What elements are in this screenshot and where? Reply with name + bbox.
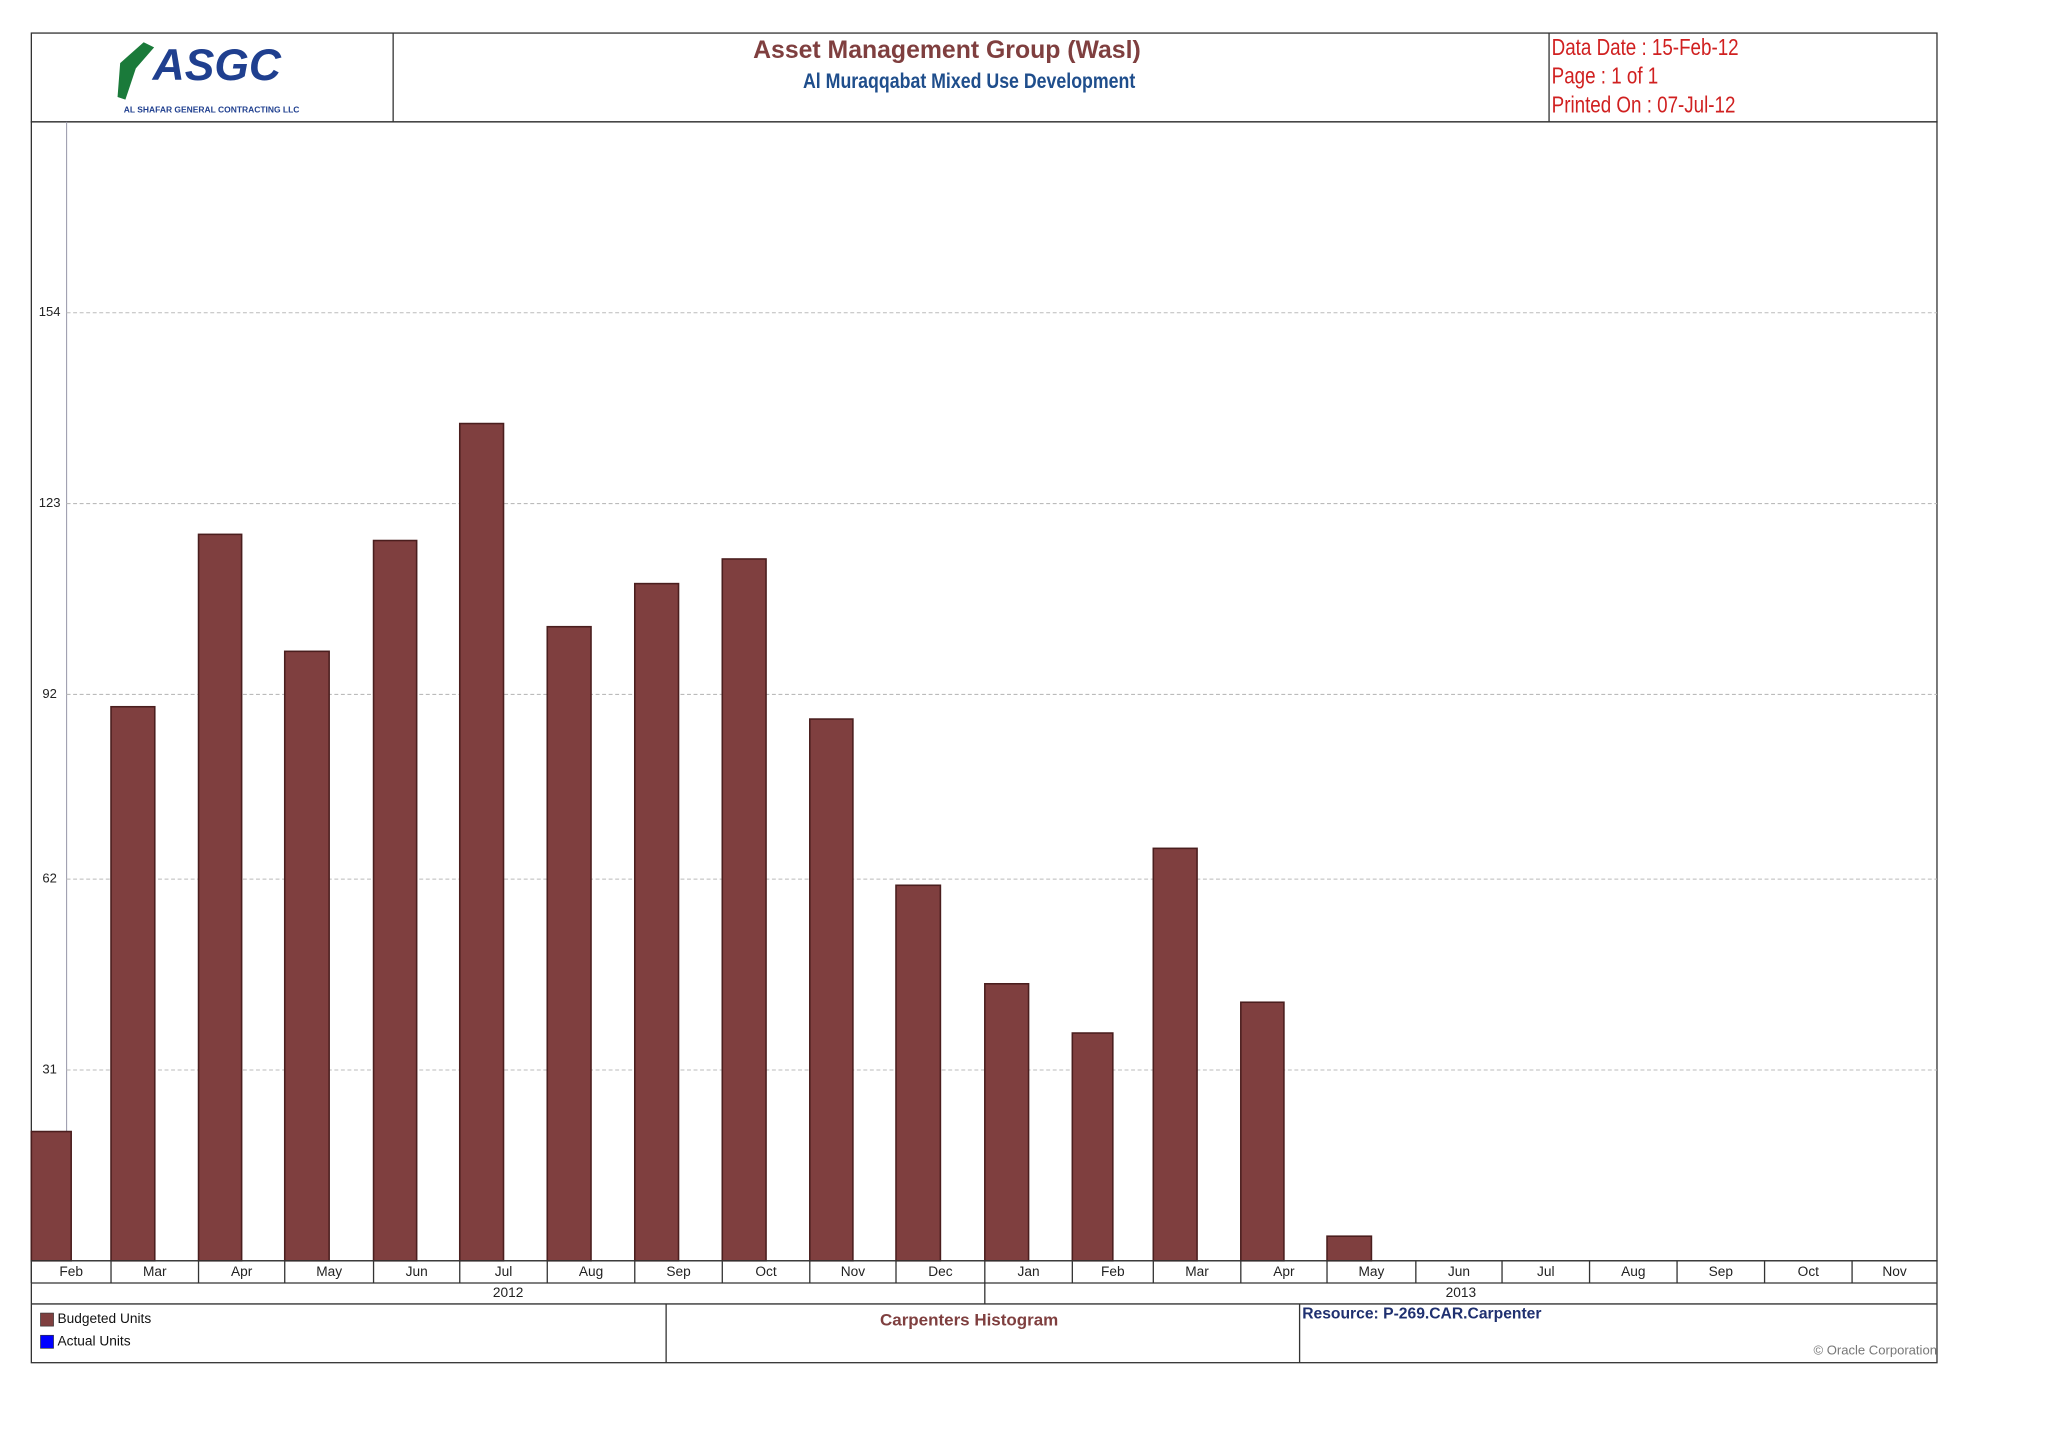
bar bbox=[1240, 1001, 1285, 1262]
bar bbox=[110, 705, 156, 1262]
legend-label: Budgeted Units bbox=[57, 1311, 151, 1326]
legend-label: Actual Units bbox=[57, 1333, 130, 1348]
legend: Budgeted Units Actual Units bbox=[40, 1311, 151, 1349]
x-tick-label: Jul bbox=[1537, 1264, 1555, 1279]
x-tick-label: Nov bbox=[1882, 1264, 1907, 1279]
x-tick-label: Jun bbox=[1448, 1264, 1470, 1279]
x-tick-label: Mar bbox=[143, 1264, 167, 1279]
bar bbox=[1071, 1032, 1114, 1262]
x-tick-label: Dec bbox=[928, 1264, 953, 1279]
x-tick-label: Jul bbox=[495, 1264, 513, 1279]
bar bbox=[30, 1130, 72, 1262]
y-tick-label: 92 bbox=[42, 686, 57, 701]
bar bbox=[372, 539, 418, 1262]
plot: 31 62 92 123 154 bbox=[30, 304, 1937, 1262]
year-label: 2012 bbox=[493, 1285, 523, 1300]
bar bbox=[283, 650, 330, 1262]
legend-swatch bbox=[40, 1334, 54, 1349]
y-tick-label: 62 bbox=[42, 871, 57, 886]
bar bbox=[1326, 1235, 1373, 1262]
footer-frame bbox=[30, 1260, 1938, 1364]
info-line: Data Date : 15-Feb-12 bbox=[1552, 34, 1739, 61]
y-tick-label: 31 bbox=[42, 1061, 57, 1076]
bar bbox=[197, 533, 243, 1262]
copyright: © Oracle Corporation bbox=[1814, 1342, 1937, 1357]
x-tick-label: Sep bbox=[1709, 1264, 1734, 1279]
logo-caption: AL SHAFAR GENERAL CONTRACTING LLC bbox=[124, 104, 300, 114]
x-tick-label: Oct bbox=[755, 1264, 777, 1279]
x-tick-label: Sep bbox=[666, 1264, 691, 1279]
bar bbox=[458, 422, 505, 1262]
x-tick-label: Aug bbox=[1621, 1264, 1645, 1279]
x-tick-label: Apr bbox=[1273, 1264, 1295, 1279]
x-tick-label: Jan bbox=[1018, 1264, 1040, 1279]
info-line: Printed On : 07-Jul-12 bbox=[1552, 91, 1736, 118]
resource: Resource: P-269.CAR.Carpenter bbox=[1302, 1306, 1541, 1323]
x-tick-label: May bbox=[1358, 1264, 1384, 1279]
bar bbox=[1152, 847, 1198, 1262]
info-line: Page : 1 of 1 bbox=[1552, 63, 1659, 90]
legend-swatch bbox=[40, 1312, 54, 1327]
x-tick-label: Feb bbox=[59, 1264, 83, 1279]
bar bbox=[809, 718, 854, 1262]
chart-title: Asset Management Group (Wasl) bbox=[753, 37, 1141, 64]
year-label: 2013 bbox=[1446, 1285, 1477, 1300]
x-tick-label: Apr bbox=[231, 1264, 253, 1279]
x-tick-label: Mar bbox=[1185, 1264, 1209, 1279]
logo-mark bbox=[117, 42, 155, 100]
chart-subtitle: Al Muraqqabat Mixed Use Development bbox=[803, 70, 1136, 94]
y-tick-label: 154 bbox=[39, 304, 61, 319]
bar bbox=[546, 625, 592, 1262]
logo-text: ASGC bbox=[152, 41, 282, 90]
bar bbox=[721, 558, 767, 1262]
x-tick-label: May bbox=[316, 1264, 342, 1279]
bar bbox=[633, 582, 680, 1262]
x-tick-label: Aug bbox=[579, 1264, 603, 1279]
footer-title: Carpenters Histogram bbox=[880, 1310, 1058, 1329]
x-tick-label: Oct bbox=[1798, 1264, 1820, 1279]
x-tick-label: Jun bbox=[406, 1264, 428, 1279]
x-tick-label: Feb bbox=[1101, 1264, 1125, 1279]
y-tick-label: 123 bbox=[39, 495, 61, 510]
bar bbox=[895, 884, 942, 1262]
x-tick-label: Nov bbox=[841, 1264, 866, 1279]
bar bbox=[984, 982, 1030, 1262]
